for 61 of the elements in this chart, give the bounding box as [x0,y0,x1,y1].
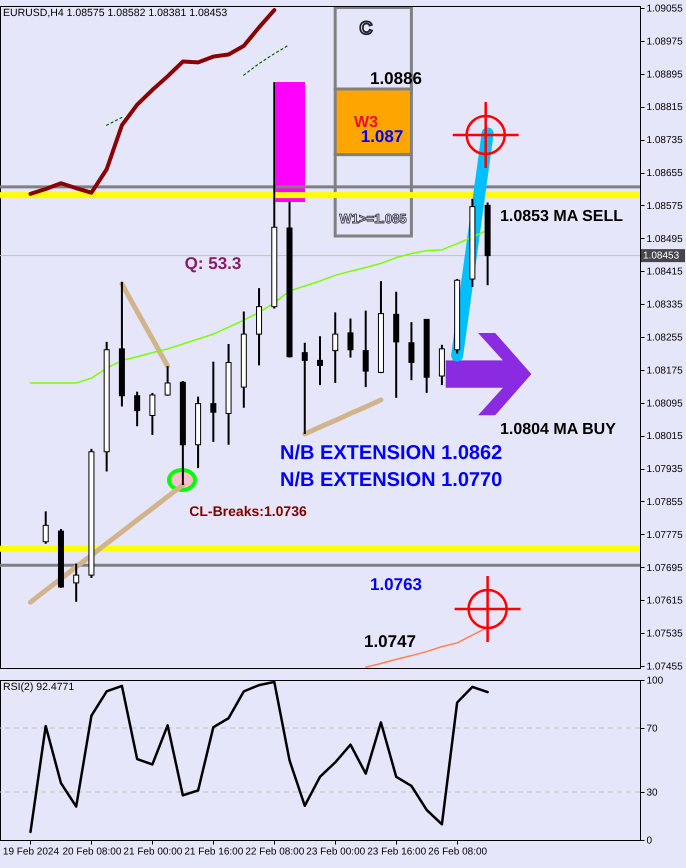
line-series [243,44,290,76]
ref-line-label: 1.08453 [643,250,680,262]
x-tick-label: 19 Feb 2024 [2,846,60,858]
y-tick-label: 1.08175 [646,365,684,376]
annotation: N/B EXTENSION 1.0770 [280,469,502,491]
y-tick-label: 1.08495 [646,234,684,245]
y-tick-label: 1.08975 [646,36,684,48]
candlestick [302,342,308,436]
line-series [364,626,488,668]
y-tick-label: 1.07855 [646,496,684,508]
candlestick [408,321,414,382]
y-tick-label: 100 [646,676,664,686]
y-tick-label: 70 [646,724,658,734]
y-tick-label: 1.08015 [646,431,684,442]
y-tick-label: 1.07455 [646,661,684,672]
y-tick-label: 1.08735 [646,135,684,146]
candlestick [347,317,354,359]
candlestick [42,510,49,545]
x-tick-label: 23 Feb 00:00 [306,846,366,858]
candlestick [362,310,369,388]
annotation: CL-Breaks:1.0736 [189,503,307,519]
x-tick-label: 23 Feb 16:00 [367,846,427,858]
y-tick-label: 1.08575 [646,200,684,212]
annotation: 1.0747 [364,632,416,651]
y-tick-label: 30 [646,788,658,798]
y-tick-label: 1.07615 [646,596,684,607]
y-tick-label: 1.08895 [646,69,684,80]
x-tick-label: 21 Feb 00:00 [123,846,183,858]
candlestick [210,360,216,443]
annotation: C [360,18,372,38]
y-tick-label: 1.08415 [646,266,684,278]
text: 1.0804 MA BUY [500,421,616,438]
candlestick [164,365,171,397]
candlestick [317,335,323,386]
annotation: N/B EXTENSION 1.0862 [280,442,502,464]
y-tick-label: 1.09055 [646,4,684,15]
y-tick-label: 0 [646,836,652,846]
annotation: W1>=1.085 [339,211,407,226]
y-tick-label: 1.07935 [646,464,684,476]
y-tick-label: 1.08255 [646,332,684,344]
annotation: 1.0886 [370,69,422,88]
text: 1.0853 MA SELL [500,208,624,225]
candlestick [73,562,80,603]
y-tick-label: 1.08095 [646,398,684,410]
annotation: 1.0763 [370,575,422,594]
y-tick-label: 1.07695 [646,562,684,574]
chart-title: RSI(2) 92.4771 [3,681,74,693]
x-tick-label: 22 Feb 08:00 [245,846,305,858]
x-tick-label: 26 Feb 08:00 [428,846,488,858]
y-tick-label: 1.08335 [646,300,684,311]
candlestick [149,392,156,436]
chart-title: EURUSD,H4 1.08575 1.08582 1.08381 1.08453 [3,7,228,19]
y-tick-label: 1.08815 [646,102,684,114]
x-tick-label: 21 Feb 16:00 [184,846,244,858]
y-tick-label: 1.08655 [646,168,684,180]
y-tick-label: 1.07535 [646,628,684,640]
y-tick-label: 1.07775 [646,530,684,541]
candlestick [134,390,140,428]
x-tick-label: 20 Feb 08:00 [62,846,122,858]
annotation: Q: 53.3 [184,254,242,273]
candlestick [332,311,338,384]
